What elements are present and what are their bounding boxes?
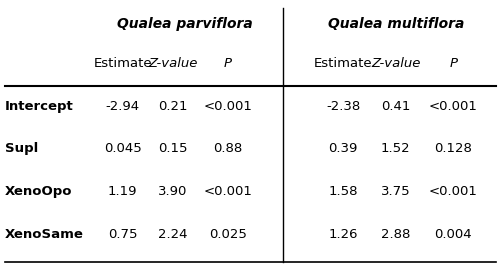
Text: Qualea multiflora: Qualea multiflora (328, 17, 464, 31)
Text: 3.75: 3.75 (381, 185, 411, 198)
Text: 1.58: 1.58 (329, 185, 358, 198)
Text: 0.045: 0.045 (104, 143, 142, 155)
Text: Estimate: Estimate (314, 57, 373, 70)
Text: Z-value: Z-value (371, 57, 420, 70)
Text: 1.26: 1.26 (329, 228, 358, 240)
Text: 2.24: 2.24 (158, 228, 187, 240)
Text: -2.94: -2.94 (106, 100, 140, 113)
Text: 0.75: 0.75 (108, 228, 137, 240)
Text: <0.001: <0.001 (203, 185, 253, 198)
Text: 0.21: 0.21 (158, 100, 187, 113)
Text: Z-value: Z-value (148, 57, 197, 70)
Text: 3.90: 3.90 (158, 185, 187, 198)
Text: 1.52: 1.52 (381, 143, 411, 155)
Text: -2.38: -2.38 (326, 100, 360, 113)
Text: P: P (449, 57, 457, 70)
Text: P: P (224, 57, 232, 70)
Text: Estimate: Estimate (93, 57, 152, 70)
Text: <0.001: <0.001 (429, 100, 478, 113)
Text: 0.128: 0.128 (434, 143, 472, 155)
Text: 0.41: 0.41 (381, 100, 410, 113)
Text: 0.15: 0.15 (158, 143, 187, 155)
Text: 2.88: 2.88 (381, 228, 410, 240)
Text: XenoSame: XenoSame (5, 228, 84, 240)
Text: 0.025: 0.025 (209, 228, 247, 240)
Text: 0.004: 0.004 (434, 228, 472, 240)
Text: Qualea parviflora: Qualea parviflora (118, 17, 253, 31)
Text: 0.88: 0.88 (213, 143, 242, 155)
Text: Supl: Supl (5, 143, 38, 155)
Text: XenoOpo: XenoOpo (5, 185, 73, 198)
Text: 0.39: 0.39 (329, 143, 358, 155)
Text: 1.19: 1.19 (108, 185, 137, 198)
Text: <0.001: <0.001 (203, 100, 253, 113)
Text: Intercept: Intercept (5, 100, 74, 113)
Text: <0.001: <0.001 (429, 185, 478, 198)
